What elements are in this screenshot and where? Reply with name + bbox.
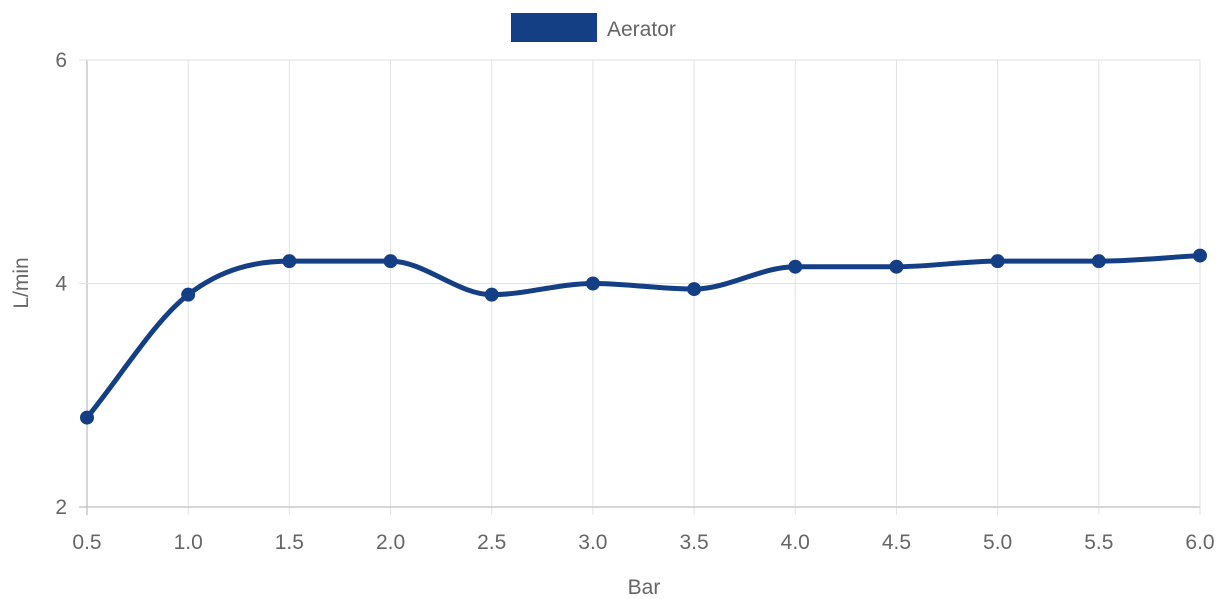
- data-point[interactable]: [80, 410, 94, 425]
- x-tick-label: 6.0: [1185, 531, 1214, 554]
- x-tick-label: 0.5: [72, 531, 101, 554]
- x-tick-label: 4.0: [781, 531, 810, 554]
- data-point[interactable]: [585, 276, 600, 291]
- data-point[interactable]: [484, 287, 499, 302]
- x-tick-label: 1.5: [275, 531, 304, 554]
- series-line: [84, 253, 1203, 421]
- y-axis-title: L/min: [10, 257, 33, 308]
- data-point[interactable]: [1193, 248, 1207, 263]
- data-point[interactable]: [1091, 254, 1106, 269]
- series-layer: [80, 248, 1207, 425]
- axes: 0.5 1.0 1.5 2.0 2.5 3.0 3.5 4.0 4.5 5.0 5.5 6.0 2 4 6: [55, 49, 1214, 554]
- data-point[interactable]: [181, 287, 196, 302]
- x-tick-label: 2.5: [477, 531, 506, 554]
- data-point[interactable]: [889, 259, 904, 274]
- data-point[interactable]: [687, 282, 702, 297]
- data-point[interactable]: [282, 254, 297, 269]
- x-tick-label: 2.0: [376, 531, 405, 554]
- y-tick-label: 2: [55, 496, 67, 519]
- x-tick-label: 3.0: [578, 531, 607, 554]
- legend-swatch[interactable]: [511, 13, 597, 42]
- x-tick-label: 5.0: [983, 531, 1012, 554]
- y-tick-label: 4: [55, 273, 67, 296]
- x-tick-label: 3.5: [679, 531, 708, 554]
- data-point[interactable]: [990, 254, 1005, 269]
- x-tick-label: 1.0: [174, 531, 203, 554]
- y-tick-label: 6: [55, 49, 67, 72]
- x-tick-label: 5.5: [1084, 531, 1113, 554]
- legend: Aerator: [511, 13, 676, 42]
- data-point[interactable]: [788, 259, 803, 274]
- x-tick-label: 4.5: [882, 531, 911, 554]
- x-axis-title: Bar: [628, 576, 661, 599]
- data-point[interactable]: [383, 254, 398, 269]
- legend-label[interactable]: Aerator: [607, 18, 676, 41]
